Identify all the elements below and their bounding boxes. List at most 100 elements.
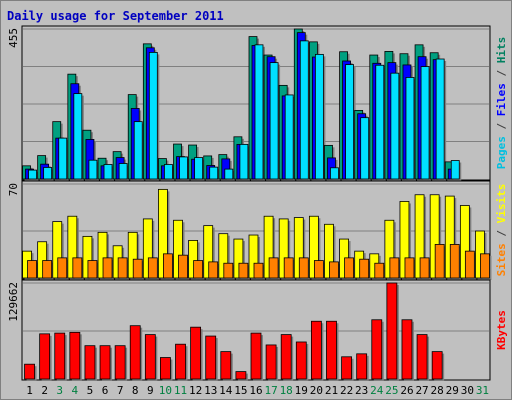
sites-bar xyxy=(27,260,37,279)
kbytes-bar xyxy=(54,332,66,380)
sites-bar xyxy=(374,262,385,279)
axis-label-part: Pages xyxy=(495,136,508,169)
kbytes-bar xyxy=(84,345,96,380)
panel-top-axis-label: Pages / Files / Hits xyxy=(495,37,508,170)
kbytes-bar xyxy=(280,334,292,380)
visits-bar xyxy=(233,238,244,279)
kbytes-bar xyxy=(160,357,171,380)
x-tick-label: 29 xyxy=(446,384,459,397)
sites-bar xyxy=(42,260,53,279)
visits-bar xyxy=(278,218,289,279)
x-tick-label: 10 xyxy=(159,384,172,397)
pages-bar xyxy=(73,93,83,180)
x-tick-label: 15 xyxy=(234,384,247,397)
kbytes-bar xyxy=(99,345,111,380)
sites-bar xyxy=(178,254,188,279)
kbytes-bar xyxy=(295,341,307,380)
axis-label-part: / xyxy=(495,116,508,136)
kbytes-bar xyxy=(144,334,156,380)
x-tick-label: 1 xyxy=(26,384,33,397)
panel-bot-axis-label: KBytes xyxy=(495,310,508,350)
axis-label-part: Hits xyxy=(495,37,508,64)
sites-bar xyxy=(87,260,98,279)
x-tick-label: 25 xyxy=(385,384,398,397)
visits-bar xyxy=(324,223,334,279)
sites-bar xyxy=(147,257,158,279)
kbytes-bar xyxy=(265,344,277,380)
kbytes-bar xyxy=(356,353,368,380)
sites-bar xyxy=(223,262,234,279)
panel-top-max-label: 455 xyxy=(7,28,20,48)
pages-bar xyxy=(224,168,234,180)
kbytes-bar xyxy=(341,356,352,380)
pages-bar xyxy=(43,167,53,180)
pages-bar xyxy=(179,156,188,180)
pages-bar xyxy=(435,58,445,180)
visits-bar xyxy=(82,235,93,279)
visits-bar xyxy=(444,195,455,279)
panel-mid-axis-label: Sites / Visits xyxy=(495,184,508,277)
kbytes-bar xyxy=(190,326,202,380)
x-tick-label: 26 xyxy=(400,384,413,397)
kbytes-bar xyxy=(114,345,126,380)
visits-bar xyxy=(67,215,78,279)
pages-bar xyxy=(28,169,37,180)
sites-bar xyxy=(163,253,173,279)
x-tick-label: 18 xyxy=(280,384,293,397)
sites-bar xyxy=(298,257,309,279)
pages-bar xyxy=(360,117,370,180)
kbytes-bar xyxy=(401,319,413,380)
kbytes-bar xyxy=(175,343,186,380)
pages-bar xyxy=(133,121,143,180)
visits-bar xyxy=(399,201,410,279)
visits-bar xyxy=(218,233,229,279)
kbytes-bar xyxy=(326,320,337,380)
x-tick-label: 13 xyxy=(204,384,217,397)
visits-bar xyxy=(37,241,48,279)
pages-bar xyxy=(299,40,309,180)
pages-bar xyxy=(88,159,98,180)
visits-bar xyxy=(188,239,199,279)
visits-bar xyxy=(263,215,274,279)
visits-bar xyxy=(142,218,153,279)
visits-bar xyxy=(414,194,425,279)
pages-bar xyxy=(269,62,279,180)
kbytes-bar xyxy=(220,351,232,380)
sites-bar xyxy=(268,257,279,279)
kbytes-bar xyxy=(416,334,428,380)
pages-bar xyxy=(345,64,354,180)
x-tick-label: 22 xyxy=(340,384,353,397)
visits-bar xyxy=(97,231,108,279)
x-tick-label: 3 xyxy=(56,384,63,397)
sites-bar xyxy=(253,262,264,279)
visits-bar xyxy=(459,205,470,279)
pages-bar xyxy=(405,77,415,180)
x-tick-label: 2 xyxy=(41,384,48,397)
pages-bar xyxy=(284,94,294,180)
pages-bar xyxy=(209,166,219,180)
kbytes-bar xyxy=(205,335,217,380)
pages-bar xyxy=(375,64,385,180)
x-tick-label: 20 xyxy=(310,384,323,397)
x-tick-label: 28 xyxy=(431,384,444,397)
kbytes-bar xyxy=(431,351,443,380)
pages-bar xyxy=(148,52,158,180)
visits-bar xyxy=(203,225,214,279)
x-tick-label: 12 xyxy=(189,384,202,397)
kbytes-bar xyxy=(24,363,35,380)
sites-bar xyxy=(404,257,415,279)
pages-bar xyxy=(254,44,264,180)
x-axis: 1 2 3 4 5 6 7 8 9 10 11 12 13 14 15 16 17 18 19 20 21 22 23 24 2… xyxy=(26,384,489,397)
x-tick-label: 23 xyxy=(355,384,368,397)
x-tick-label: 4 xyxy=(72,384,79,397)
sites-bar xyxy=(359,258,370,279)
x-tick-label: 31 xyxy=(476,384,489,397)
panel-bot-max-label: 129662 xyxy=(7,282,20,322)
visits-bar xyxy=(293,217,304,279)
x-tick-label: 5 xyxy=(87,384,94,397)
pages-bar xyxy=(164,164,173,180)
x-tick-label: 27 xyxy=(415,384,428,397)
visits-bar xyxy=(384,219,395,279)
